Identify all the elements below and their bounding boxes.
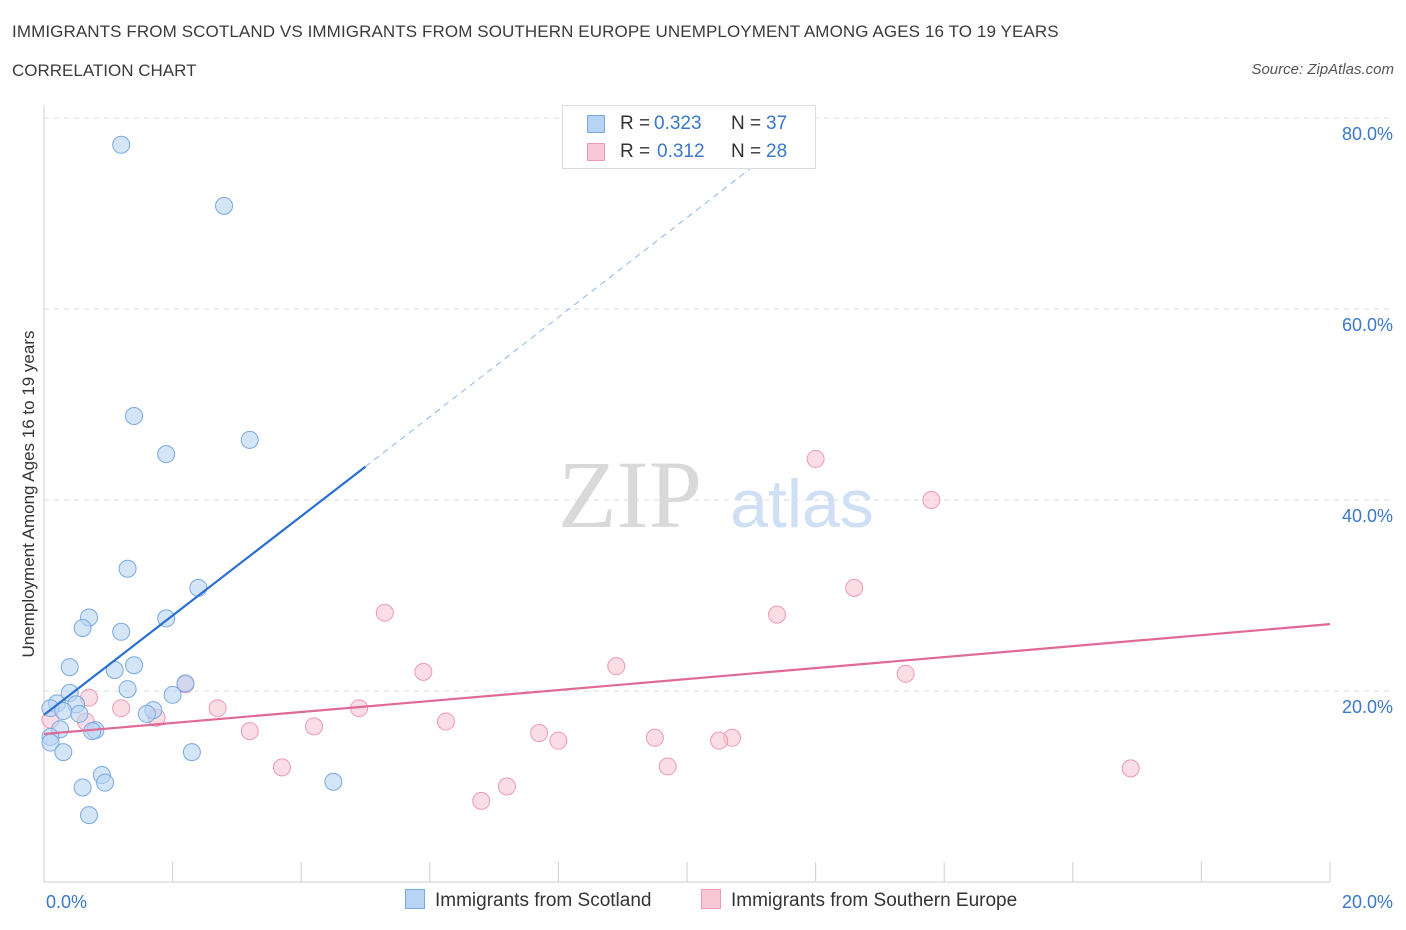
point-scotland: [96, 773, 115, 792]
legend-r-label: R =: [620, 141, 651, 162]
bottom-legend-swatch-scotland: [405, 889, 425, 909]
x-tick-label: 20.0%: [1342, 892, 1393, 912]
y-axis-label: Unemployment Among Ages 16 to 19 years: [19, 331, 38, 658]
point-southern-europe: [922, 491, 941, 509]
point-scotland: [73, 618, 92, 637]
point-scotland: [118, 559, 137, 578]
bottom-legend-scotland: Immigrants from Scotland: [405, 889, 651, 912]
point-scotland: [182, 743, 201, 762]
point-southern-europe: [530, 724, 549, 743]
point-scotland: [70, 704, 89, 723]
point-scotland: [125, 656, 144, 675]
point-southern-europe: [607, 657, 626, 676]
source-label: Source: ZipAtlas.com: [1251, 61, 1394, 78]
legend-swatch-scotland: [587, 115, 605, 133]
point-southern-europe: [806, 449, 825, 468]
point-scotland: [137, 704, 156, 723]
point-southern-europe: [896, 664, 915, 683]
bottom-legend-label-scotland: Immigrants from Scotland: [435, 890, 652, 911]
stats-legend: R = 0.323 N = 37 R = 0.312 N = 28: [562, 105, 816, 169]
point-southern-europe: [436, 712, 455, 731]
point-scotland: [157, 445, 176, 464]
point-southern-europe: [645, 728, 664, 747]
point-southern-europe: [1121, 759, 1140, 778]
chart-title: IMMIGRANTS FROM SCOTLAND VS IMMIGRANTS F…: [12, 22, 1059, 41]
point-scotland: [125, 406, 144, 425]
point-scotland: [60, 658, 79, 677]
legend-swatch-southern-europe: [587, 143, 605, 161]
point-southern-europe: [497, 777, 516, 796]
point-southern-europe: [549, 731, 568, 750]
y-tick-label: 80.0%: [1342, 124, 1393, 144]
point-scotland: [189, 578, 208, 597]
point-scotland: [176, 674, 195, 693]
point-southern-europe: [272, 758, 291, 777]
trendline-scotland-extension: [365, 117, 816, 467]
watermark-atlas: atlas: [730, 466, 874, 542]
point-scotland: [163, 685, 182, 704]
legend-n-label: N =: [731, 141, 762, 162]
legend-n-label: N =: [731, 113, 762, 134]
legend-r-value: 0.323: [654, 113, 702, 134]
point-southern-europe: [658, 757, 677, 776]
point-southern-europe: [414, 662, 433, 681]
legend-r-label: R =: [620, 113, 651, 134]
point-scotland: [80, 806, 99, 825]
bottom-legend-southern-europe: Immigrants from Southern Europe: [701, 889, 1017, 912]
trendline-scotland: [43, 465, 367, 716]
y-tick-label: 60.0%: [1342, 315, 1393, 335]
point-southern-europe: [710, 731, 729, 750]
point-southern-europe: [375, 603, 394, 622]
point-southern-europe: [112, 699, 131, 718]
point-southern-europe: [472, 791, 491, 810]
watermark-zip: ZIP: [558, 441, 702, 548]
point-scotland: [324, 772, 343, 791]
y-tick-label: 20.0%: [1342, 697, 1393, 717]
point-scotland: [118, 680, 137, 699]
point-scotland: [112, 135, 131, 154]
trendline-southern-europe: [43, 623, 1331, 736]
point-scotland: [54, 743, 73, 762]
point-southern-europe: [240, 722, 259, 741]
y-tick-label: 40.0%: [1342, 506, 1393, 526]
bottom-legend-label-southern-europe: Immigrants from Southern Europe: [731, 890, 1018, 911]
x-tick-label: 0.0%: [46, 892, 87, 912]
point-scotland: [215, 196, 234, 215]
point-scotland: [73, 778, 92, 797]
point-southern-europe: [208, 699, 227, 718]
legend-n-value: 37: [766, 113, 788, 134]
bottom-legend-swatch-southern-europe: [701, 889, 721, 909]
chart-subtitle: CORRELATION CHART: [12, 61, 197, 80]
point-scotland: [240, 430, 259, 449]
point-southern-europe: [768, 605, 787, 624]
point-southern-europe: [305, 717, 324, 736]
point-scotland: [112, 622, 131, 641]
point-southern-europe: [845, 578, 864, 597]
legend-n-value: 28: [766, 141, 788, 162]
legend-r-value: 0.312: [657, 141, 705, 162]
